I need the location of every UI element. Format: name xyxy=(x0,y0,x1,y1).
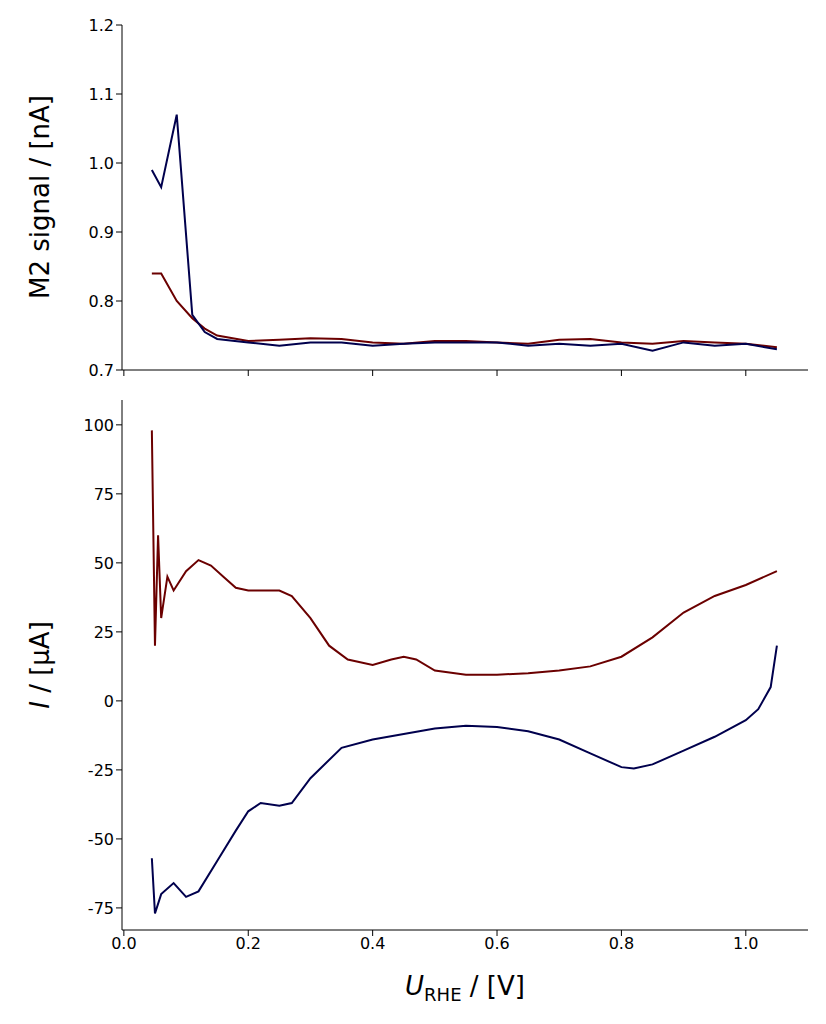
html-text:I: I xyxy=(25,701,55,709)
svg-text:75: 75 xyxy=(94,485,114,504)
svg-text:-25: -25 xyxy=(88,761,114,780)
html-text:URHE/ [V]: URHE/ [V] xyxy=(405,970,525,1006)
svg-text:-50: -50 xyxy=(88,830,114,849)
svg-text:0.6: 0.6 xyxy=(484,934,509,953)
svg-text:1.1: 1.1 xyxy=(89,85,114,104)
svg-text:1.0: 1.0 xyxy=(89,154,114,173)
svg-text:1.2: 1.2 xyxy=(89,16,114,35)
svg-text:50: 50 xyxy=(94,554,114,573)
svg-text:0.9: 0.9 xyxy=(89,223,114,242)
svg-text:0.2: 0.2 xyxy=(236,934,261,953)
svg-text:100: 100 xyxy=(83,416,114,435)
html-text:/ [µA]: / [µA] xyxy=(25,621,55,702)
html-text:M2 signal / [nA]: M2 signal / [nA] xyxy=(25,95,55,299)
svg-text:0: 0 xyxy=(104,692,114,711)
svg-text:1.0: 1.0 xyxy=(733,934,758,953)
svg-text:0.7: 0.7 xyxy=(89,361,114,380)
svg-text:0.8: 0.8 xyxy=(609,934,634,953)
svg-text:0.0: 0.0 xyxy=(111,934,136,953)
svg-text:0.4: 0.4 xyxy=(360,934,385,953)
svg-text:25: 25 xyxy=(94,623,114,642)
svg-text:0.8: 0.8 xyxy=(89,292,114,311)
svg-text:-75: -75 xyxy=(88,899,114,918)
